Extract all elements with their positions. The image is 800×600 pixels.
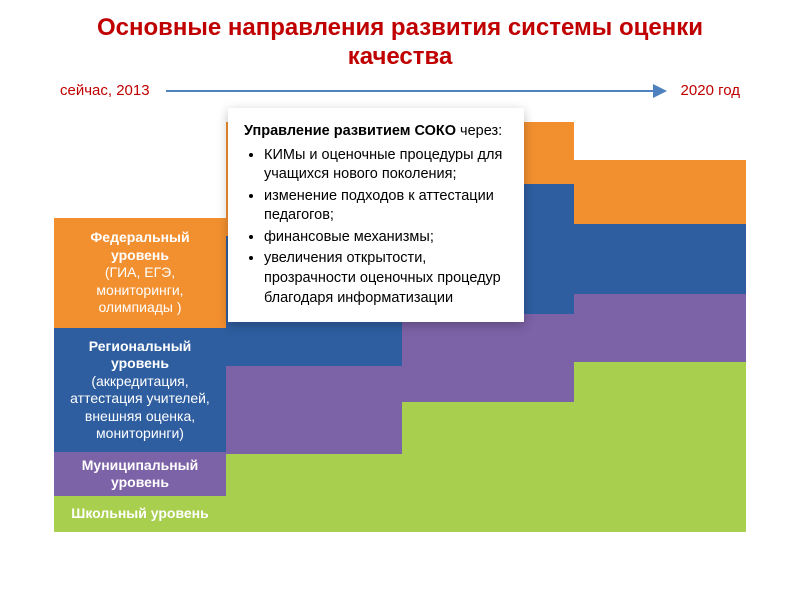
level-label-title: Региональный уровень (60, 338, 220, 373)
timeline-right-label: 2020 год (681, 82, 740, 99)
level-label-federal: Федеральный уровень(ГИА, ЕГЭ, мониторинг… (54, 218, 226, 328)
chart-layer-school (226, 454, 402, 532)
level-label-title: Федеральный уровень (60, 229, 220, 264)
title-line1: Основные направления развития системы оц… (97, 14, 703, 41)
callout-lead: Управление развитием СОКО через: (244, 122, 508, 142)
callout-list: КИМы и оценочные процедуры для учащихся … (244, 146, 508, 309)
chart-layer-municipal (226, 366, 402, 454)
callout-bullet: КИМы и оценочные процедуры для учащихся … (264, 146, 508, 185)
level-label-subtitle: (ГИА, ЕГЭ, мониторинги, олимпиады ) (60, 264, 220, 317)
chart-column (574, 160, 746, 532)
callout-lead-suffix: через: (460, 123, 502, 139)
level-label-regional: Региональный уровень(аккредитация, аттес… (54, 328, 226, 452)
chart-layer-federal (574, 160, 746, 224)
callout-box: Управление развитием СОКО через: КИМы и … (228, 108, 524, 322)
callout-lead-bold: Управление развитием СОКО (244, 123, 456, 139)
callout-bullet: увеличения открытости, прозрачности оцен… (264, 249, 508, 308)
chart-layer-regional (574, 224, 746, 294)
level-label-municipal: Муниципальный уровень (54, 452, 226, 496)
arrow-icon (166, 90, 665, 92)
level-label-subtitle: (аккредитация, аттестация учителей, внеш… (60, 373, 220, 443)
level-label-title: Муниципальный уровень (60, 457, 220, 492)
chart-layer-municipal (574, 294, 746, 362)
arrow-head-icon (653, 84, 667, 98)
title-line2: качества (0, 43, 800, 72)
chart-layer-municipal (402, 314, 574, 402)
level-label-title: Школьный уровень (60, 505, 220, 523)
arrow-line (166, 90, 665, 92)
timeline-left-label: сейчас, 2013 (60, 82, 150, 99)
callout-bullet: изменение подходов к аттестации педагого… (264, 187, 508, 226)
chart-layer-school (402, 402, 574, 532)
level-label-school: Школьный уровень (54, 496, 226, 532)
timeline: сейчас, 2013 2020 год (60, 82, 740, 99)
callout-bullet: финансовые механизмы; (264, 228, 508, 248)
chart-layer-school (574, 362, 746, 532)
page-title: Основные направления развития системы оц… (0, 0, 800, 72)
